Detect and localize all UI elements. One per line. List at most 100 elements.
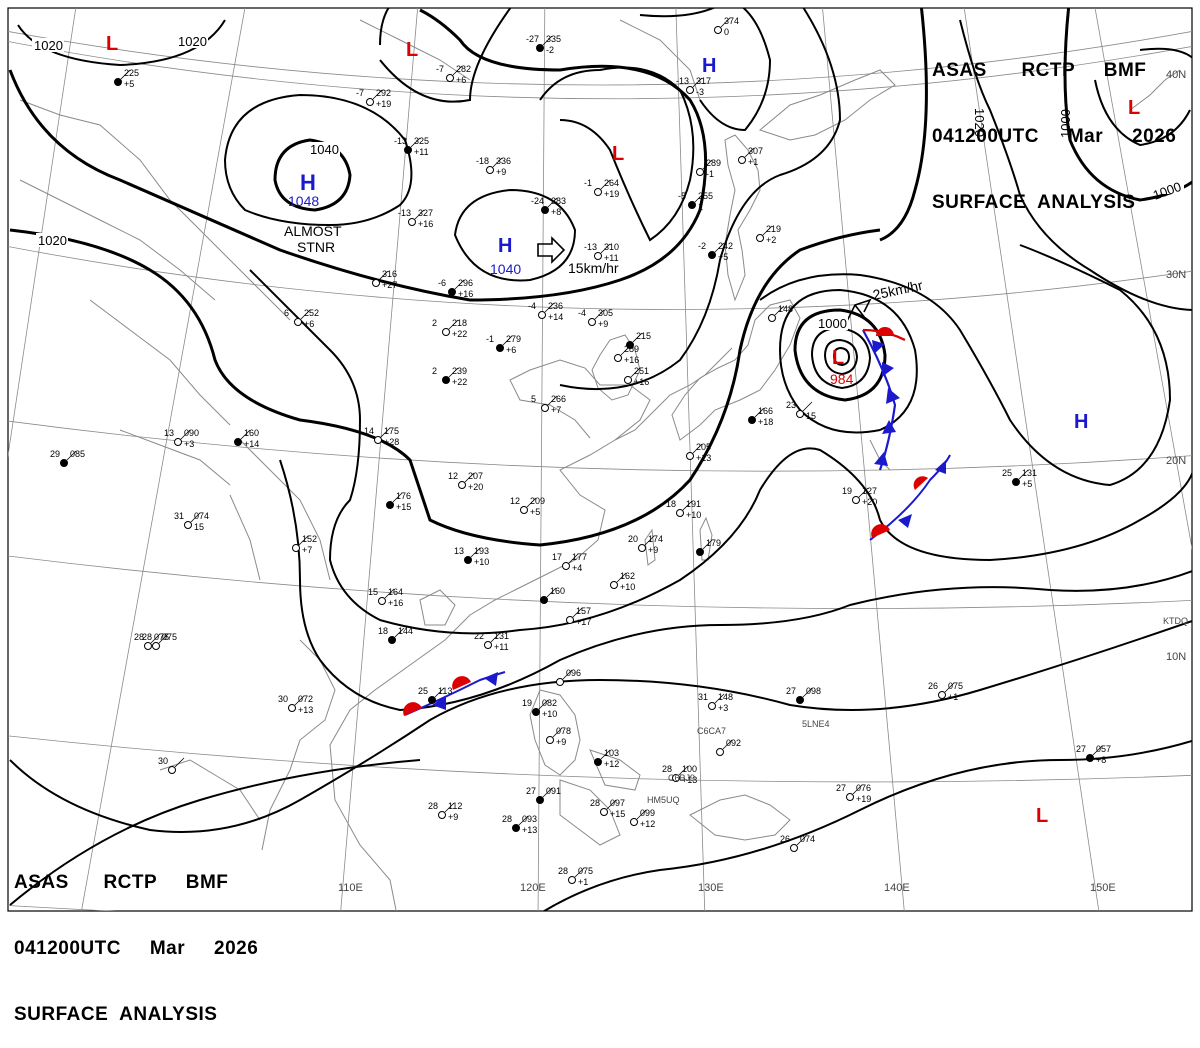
analysis-header-top: ASAS RCTP BMF 041200UTC Mar 2026 SURFACE…: [932, 16, 1176, 236]
station-pressure: 317: [696, 76, 711, 86]
lat-label-20n: 20N: [1166, 455, 1186, 467]
station-marker: [174, 438, 182, 446]
station-tendency: +17: [576, 617, 591, 627]
station-plot: 22 131+11: [474, 631, 509, 652]
station-temp: 2: [432, 318, 437, 328]
station-temp: 27: [1076, 744, 1086, 754]
isobar-1000-low: [793, 308, 887, 402]
station-plot: 103+12: [594, 748, 619, 769]
isobar-1020-east: [879, 8, 928, 242]
station-pressure: 075: [154, 632, 169, 642]
ship-id: HM5UQ: [647, 795, 680, 805]
lat-label-10n: 10N: [1166, 651, 1186, 663]
station-plot: 30: [158, 756, 185, 774]
isobar-1012-tropical: [279, 459, 1192, 712]
station-plot: 225+5: [114, 68, 139, 89]
station-temp: 6: [284, 308, 289, 318]
isobar-label: 1000: [818, 316, 847, 331]
station-plot: 148: [768, 304, 793, 322]
header-time-line: 041200UTC Mar 2026: [932, 126, 1177, 147]
station-pressure: 225: [124, 68, 139, 78]
station-marker: [144, 642, 152, 650]
station-pressure: 175: [384, 426, 399, 436]
isobar-ne-inner: [1094, 47, 1192, 147]
station-plot: 12 207+20: [448, 471, 483, 492]
station-marker: [610, 581, 618, 589]
station-temp: 31: [698, 692, 708, 702]
station-pressure: 082: [542, 698, 557, 708]
station-temp: -1: [584, 178, 592, 188]
station-plot: 157+17: [566, 606, 591, 627]
graticule-labels: 40N 30N 20N 10N 110E 120E 130E 140E 150E: [338, 69, 1186, 894]
station-temp: 28: [558, 866, 568, 876]
station-tendency: +10: [620, 582, 635, 592]
station-temp: 26: [928, 681, 938, 691]
low-center-symbol: L: [612, 143, 624, 165]
station-tendency: +2: [766, 235, 776, 245]
station-temp: -6: [438, 278, 446, 288]
station-pressure: 383: [551, 196, 566, 206]
station-marker: [594, 252, 602, 260]
isobar-1020-north: [8, 8, 708, 302]
station-marker: [738, 156, 746, 164]
station-tendency: 0: [724, 27, 729, 37]
station-temp: 28: [590, 798, 600, 808]
station-pressure: 099: [640, 808, 655, 818]
ship-id: 5LNE4: [802, 719, 830, 729]
station-tendency: +10: [542, 709, 557, 719]
station-pressure: 166: [758, 406, 773, 416]
station-tendency: +1: [948, 692, 958, 702]
station-tendency: +5: [1022, 479, 1032, 489]
station-pressure: 076: [856, 783, 871, 793]
station-tendency: +16: [624, 355, 639, 365]
station-pressure: 075: [948, 681, 963, 691]
station-temp: -24: [531, 196, 544, 206]
high-center-symbol: H: [498, 235, 512, 257]
lat-label-30n: 30N: [1166, 269, 1186, 281]
station-pressure: 310: [604, 242, 619, 252]
ship-id: C6BJ9: [668, 773, 695, 783]
station-pressure: 100: [682, 764, 697, 774]
station-pressure: 374: [724, 16, 739, 26]
isobars: [8, 8, 1192, 911]
station-pressure: 266: [551, 394, 566, 404]
station-pressure: 289: [706, 158, 721, 168]
high-center-symbol: H: [702, 55, 716, 77]
station-marker: [152, 642, 160, 650]
header-time-line: 041200UTC Mar 2026: [14, 938, 259, 959]
station-temp: 12: [510, 496, 520, 506]
station-marker: [294, 318, 302, 326]
station-marker: [388, 636, 396, 644]
station-plot: 219+2: [756, 224, 781, 245]
station-temp: 29: [50, 449, 60, 459]
station-pressure: 242: [718, 241, 733, 251]
station-marker: [536, 796, 544, 804]
station-plot: 26 075+1: [928, 681, 963, 702]
station-plot: -27 335-2: [526, 34, 561, 55]
station-plot: 14 175+28: [364, 426, 399, 447]
station-marker: [626, 341, 634, 349]
isobar-label: 1020: [38, 233, 67, 248]
station-pressure: 325: [414, 136, 429, 146]
graticule: [8, 8, 1192, 911]
station-marker: [768, 314, 776, 322]
isobar-label: 1000: [1058, 109, 1073, 138]
station-pressure: 236: [548, 301, 563, 311]
station-plot: 289-1: [696, 158, 721, 179]
station-pressure: 074: [800, 834, 815, 844]
station-plot: 19 127+20: [842, 486, 877, 507]
station-pressure: 205: [696, 442, 711, 452]
station-plot: 2 239+22: [432, 366, 467, 387]
station-plot: 31 148+3: [698, 692, 733, 713]
station-tendency: +19: [604, 189, 619, 199]
isobar-low-988: [823, 338, 859, 376]
station-marker: [562, 562, 570, 570]
ship-id: KTDQ: [1163, 616, 1188, 626]
lat-label-40n: 40N: [1166, 69, 1186, 81]
station-plot: -13 317-3: [676, 76, 711, 97]
station-tendency: +22: [452, 377, 467, 387]
isobar-1008-ne: [959, 19, 1192, 311]
motion-speed: 15km/hr: [568, 260, 619, 276]
